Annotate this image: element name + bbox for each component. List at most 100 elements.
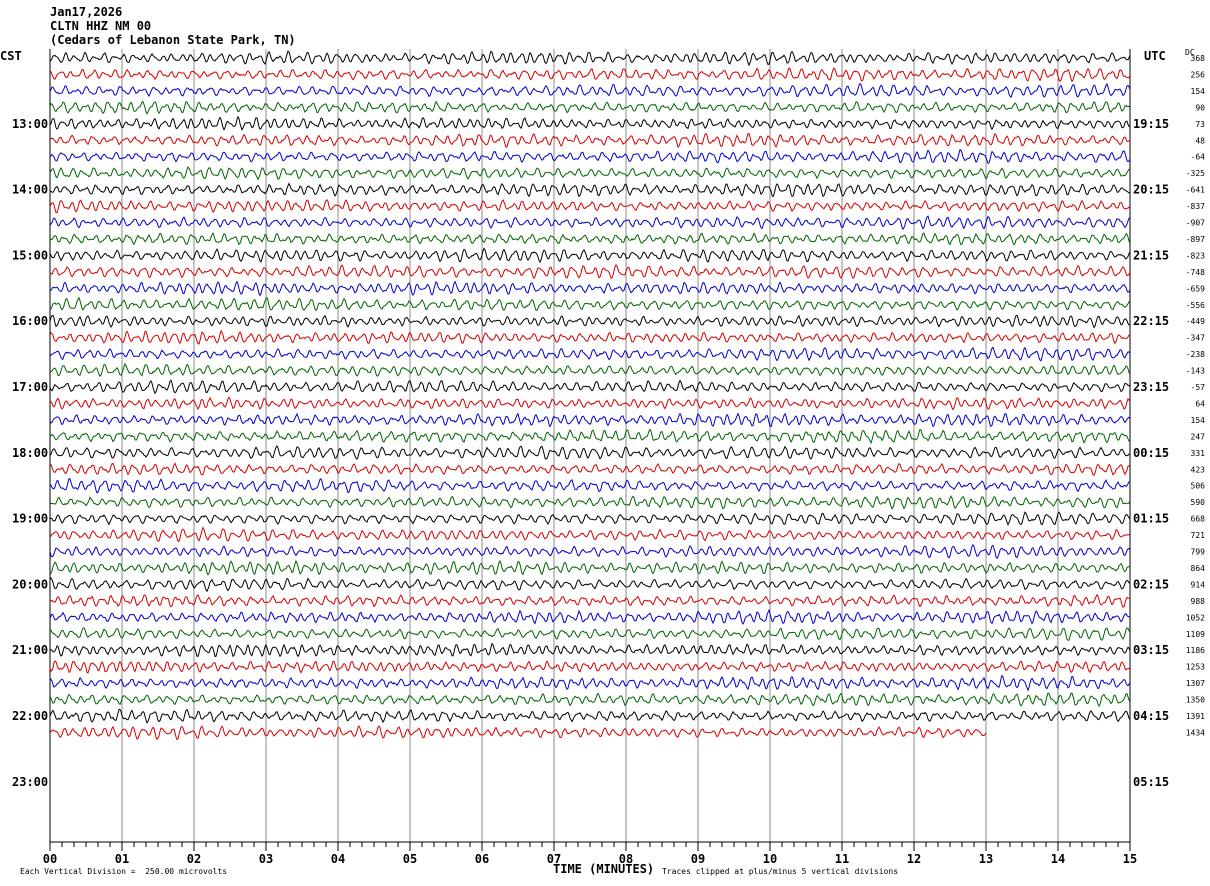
trace-line xyxy=(49,445,1131,460)
trace-line xyxy=(49,708,1131,724)
x-tick-label: 09 xyxy=(691,852,705,866)
trace-line xyxy=(49,50,1131,67)
trace-line xyxy=(49,215,1131,231)
dc-offset-label: 988 xyxy=(1191,597,1206,606)
right-hour-label: 22:15 xyxy=(1133,314,1169,328)
trace-line xyxy=(49,199,1131,214)
dc-offset-label: 799 xyxy=(1191,548,1206,557)
dc-offset-label: 864 xyxy=(1191,564,1206,573)
dc-offset-label: 331 xyxy=(1191,449,1206,458)
x-tick-label: 05 xyxy=(403,852,417,866)
trace-line xyxy=(49,593,1131,608)
dc-offset-label: 1186 xyxy=(1186,646,1205,655)
right-hour-label: 03:15 xyxy=(1133,643,1169,657)
clip-note: Traces clipped at plus/minus 5 vertical … xyxy=(662,867,899,876)
x-tick-label: 00 xyxy=(43,852,57,866)
left-hour-label: 14:00 xyxy=(12,183,48,197)
dc-offset-label: 1052 xyxy=(1186,613,1205,622)
right-hour-label: 00:15 xyxy=(1133,446,1169,460)
dc-offset-label: 423 xyxy=(1191,465,1206,474)
dc-offset-label: 48 xyxy=(1195,136,1205,145)
x-tick-label: 07 xyxy=(547,852,561,866)
trace-line xyxy=(49,495,1131,510)
x-tick-label: 14 xyxy=(1051,852,1065,866)
dc-offset-label: -57 xyxy=(1191,383,1206,392)
trace-line xyxy=(49,263,1131,280)
trace-line xyxy=(49,280,1131,297)
right-axis-title: UTC xyxy=(1144,49,1166,63)
dc-offset-label: 1253 xyxy=(1186,663,1205,672)
dc-offset-label: 247 xyxy=(1191,432,1206,441)
trace-line xyxy=(49,148,1131,164)
trace-line xyxy=(49,165,1131,181)
right-hour-label: 05:15 xyxy=(1133,775,1169,789)
left-hour-label: 21:00 xyxy=(12,643,48,657)
trace-line xyxy=(49,526,1131,542)
dc-offset-label: 721 xyxy=(1191,531,1206,540)
trace-line xyxy=(49,559,1131,576)
trace-line xyxy=(49,692,1131,708)
dc-offset-label: 914 xyxy=(1191,580,1206,589)
dc-offset-label: -907 xyxy=(1186,219,1205,228)
trace-line xyxy=(49,362,1131,378)
right-hour-label: 19:15 xyxy=(1133,117,1169,131)
trace-line xyxy=(49,660,1131,674)
dc-offset-label: 64 xyxy=(1195,399,1205,408)
header-location: (Cedars of Lebanon State Park, TN) xyxy=(50,33,296,47)
dc-offset-label: 1307 xyxy=(1186,679,1205,688)
dc-offset-label: -143 xyxy=(1186,367,1205,376)
right-hour-label: 23:15 xyxy=(1133,380,1169,394)
x-tick-label: 10 xyxy=(763,852,777,866)
left-hour-label: 22:00 xyxy=(12,709,48,723)
header-date: Jan17,2026 xyxy=(50,5,123,19)
left-hour-label: 17:00 xyxy=(12,380,48,394)
trace-line xyxy=(49,674,1131,692)
dc-offset-label: -837 xyxy=(1186,202,1205,211)
dc-offset-label: -449 xyxy=(1186,317,1205,326)
dc-offset-label: -823 xyxy=(1186,251,1205,260)
left-axis-title: CST xyxy=(0,49,22,63)
dc-offset-label: 506 xyxy=(1191,482,1206,491)
right-hour-label: 02:15 xyxy=(1133,577,1169,591)
trace-line xyxy=(49,67,1131,83)
dc-offset-label: -897 xyxy=(1186,235,1205,244)
left-hour-label: 18:00 xyxy=(12,446,48,460)
trace-line xyxy=(49,725,987,741)
trace-line xyxy=(49,412,1131,428)
dc-offset-label: 154 xyxy=(1191,87,1206,96)
trace-line xyxy=(49,577,1131,593)
x-tick-label: 01 xyxy=(115,852,129,866)
header-station: CLTN HHZ NM 00 xyxy=(50,19,152,33)
dc-offset-label: -347 xyxy=(1186,334,1205,343)
dc-offset-label: 256 xyxy=(1191,70,1206,79)
x-tick-label: 15 xyxy=(1123,852,1137,866)
dc-offset-label: 1350 xyxy=(1186,696,1205,705)
trace-line xyxy=(49,627,1131,641)
dc-offset-label: -64 xyxy=(1191,153,1206,162)
x-tick-label: 08 xyxy=(619,852,633,866)
left-hour-label: 19:00 xyxy=(12,512,48,526)
trace-line xyxy=(49,82,1131,99)
left-hour-label: 20:00 xyxy=(12,577,48,591)
trace-line xyxy=(49,231,1131,246)
trace-line xyxy=(49,642,1131,658)
right-hour-label: 20:15 xyxy=(1133,183,1169,197)
trace-line xyxy=(49,100,1131,115)
dc-offset-label: 590 xyxy=(1191,498,1206,507)
trace-line xyxy=(49,115,1131,131)
x-tick-label: 02 xyxy=(187,852,201,866)
left-hour-label: 23:00 xyxy=(12,775,48,789)
dc-offset-label: -238 xyxy=(1186,350,1205,359)
dc-offset-label: -659 xyxy=(1186,284,1205,293)
dc-offset-label: 368 xyxy=(1191,54,1206,63)
trace-line xyxy=(49,462,1131,476)
trace-line xyxy=(49,182,1131,198)
x-tick-label: 03 xyxy=(259,852,273,866)
trace-line xyxy=(49,608,1131,625)
trace-line xyxy=(49,511,1131,526)
right-hour-label: 21:15 xyxy=(1133,248,1169,262)
dc-offset-label: -556 xyxy=(1186,301,1205,310)
trace-line xyxy=(49,379,1131,395)
x-tick-label: 12 xyxy=(907,852,921,866)
